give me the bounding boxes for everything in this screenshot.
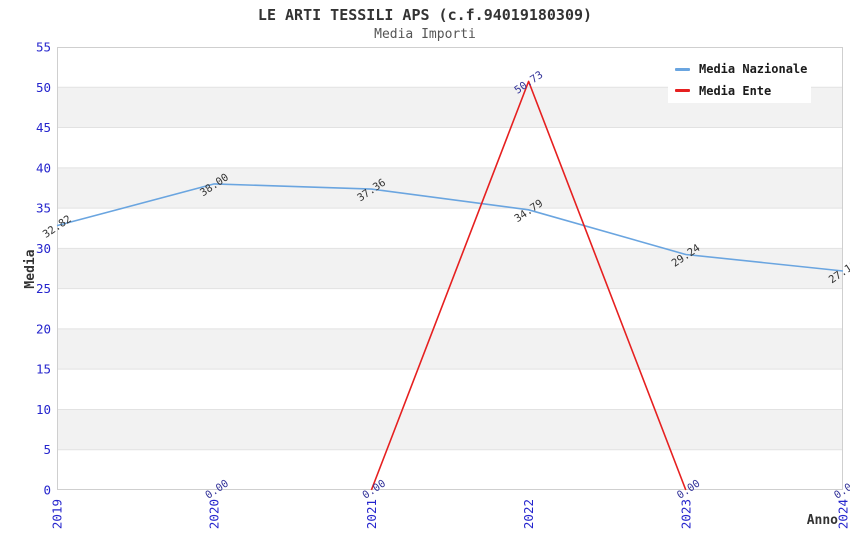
x-tick-label: 2019 (50, 499, 65, 529)
x-tick-label: 2023 (678, 499, 693, 529)
red-line-swatch-icon (675, 89, 690, 93)
y-tick-label: 15 (36, 362, 51, 377)
chart-subtitle: Media Importi (374, 27, 476, 42)
plot-band (57, 328, 843, 370)
plot-band (57, 208, 843, 249)
plot-border (57, 47, 843, 490)
y-tick-label: 30 (36, 241, 51, 256)
legend-label-media-nazionale: Media Nazionale (699, 62, 808, 77)
y-tick-label: 40 (36, 160, 51, 175)
plot-band (57, 167, 843, 209)
plot-band (57, 288, 843, 329)
y-tick-label: 25 (36, 281, 51, 296)
y-axis-title: Media (23, 249, 38, 288)
x-tick-label: 2024 (836, 499, 850, 529)
x-tick-label: 2021 (364, 499, 379, 529)
y-tick-label: 50 (36, 80, 51, 95)
blue-line-swatch-icon (675, 67, 690, 71)
legend-item-media-ente: Media Ente (675, 81, 811, 101)
series-line-media-ente (370, 80, 687, 491)
y-tick-label: 45 (36, 120, 51, 135)
y-tick-label: 35 (36, 201, 51, 216)
legend-label-media-ente: Media Ente (699, 83, 772, 98)
x-axis-title: Anno (807, 513, 838, 528)
plot-band (57, 127, 843, 168)
plot-band (57, 248, 843, 289)
y-tick-label: 20 (36, 321, 51, 336)
x-tick-label: 2020 (207, 499, 222, 529)
plot-band (57, 369, 843, 410)
plot-band (57, 449, 843, 490)
y-tick-label: 5 (43, 442, 51, 457)
y-tick-label: 10 (36, 402, 51, 417)
legend-item-media-nazionale: Media Nazionale (675, 59, 811, 79)
x-tick-label: 2022 (521, 499, 536, 529)
y-tick-label: 0 (43, 483, 51, 498)
chart-title: LE ARTI TESSILI APS (c.f.94019180309) (257, 6, 593, 24)
plot-band (57, 409, 843, 450)
series-line-media-nazionale (56, 183, 844, 272)
y-tick-label: 55 (36, 40, 51, 55)
legend: Media Nazionale Media Ente (668, 57, 811, 103)
